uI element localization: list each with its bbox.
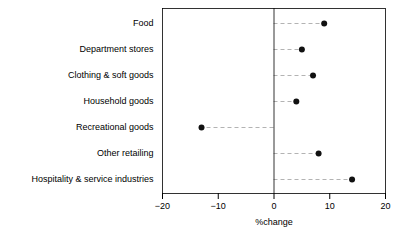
svg-text:Department stores: Department stores [79, 44, 154, 54]
svg-text:−20: −20 [155, 201, 170, 211]
svg-text:0: 0 [271, 201, 276, 211]
svg-text:Recreational goods: Recreational goods [76, 122, 154, 132]
svg-text:20: 20 [380, 201, 390, 211]
svg-text:Hospitality & service industri: Hospitality & service industries [31, 174, 154, 184]
svg-text:10: 10 [325, 201, 335, 211]
svg-text:Other retailing: Other retailing [97, 148, 154, 158]
svg-text:%change: %change [255, 217, 293, 227]
svg-text:Clothing & soft goods: Clothing & soft goods [68, 70, 154, 80]
svg-text:Food: Food [133, 18, 154, 28]
svg-text:Household goods: Household goods [83, 96, 154, 106]
svg-text:−10: −10 [211, 201, 226, 211]
